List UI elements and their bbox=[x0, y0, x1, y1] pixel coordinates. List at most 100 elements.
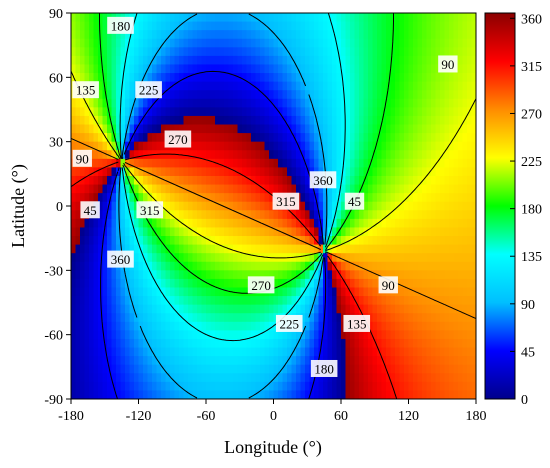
heatmap-cell bbox=[287, 55, 293, 66]
heatmap-cell bbox=[192, 356, 198, 366]
heatmap-cell bbox=[116, 175, 122, 186]
heatmap-cell bbox=[242, 296, 248, 306]
heatmap-cell bbox=[386, 13, 392, 23]
heatmap-cell bbox=[449, 73, 455, 83]
heatmap-cell bbox=[422, 338, 428, 349]
heatmap-cell bbox=[449, 30, 455, 40]
heatmap-cell bbox=[296, 133, 302, 143]
heatmap-cell bbox=[300, 390, 306, 399]
heatmap-cell bbox=[120, 227, 126, 237]
heatmap-cell bbox=[192, 373, 198, 383]
heatmap-cell bbox=[395, 30, 401, 40]
heatmap-cell bbox=[273, 381, 279, 392]
heatmap-cell bbox=[305, 193, 311, 203]
heatmap-cell bbox=[309, 90, 315, 100]
heatmap-cell bbox=[102, 270, 108, 280]
heatmap-cell bbox=[278, 356, 284, 366]
heatmap-cell bbox=[215, 227, 221, 237]
heatmap-cell bbox=[291, 330, 297, 340]
heatmap-cell bbox=[71, 38, 77, 48]
heatmap-cell bbox=[134, 278, 140, 289]
heatmap-cell bbox=[152, 218, 158, 229]
heatmap-cell bbox=[413, 373, 419, 383]
heatmap-cell bbox=[206, 287, 212, 297]
heatmap-cell bbox=[372, 55, 378, 66]
heatmap-cell bbox=[206, 347, 212, 357]
heatmap-cell bbox=[215, 90, 221, 100]
heatmap-cell bbox=[368, 364, 374, 374]
heatmap-cell bbox=[183, 124, 189, 134]
heatmap-cell bbox=[291, 98, 297, 108]
heatmap-cell bbox=[233, 107, 239, 117]
heatmap-cell bbox=[75, 141, 81, 151]
heatmap-cell bbox=[93, 304, 99, 314]
contour-label-text: 315 bbox=[276, 194, 296, 209]
heatmap-cell bbox=[354, 373, 360, 383]
heatmap-cell bbox=[336, 210, 342, 220]
heatmap-cell bbox=[368, 81, 374, 91]
heatmap-cell bbox=[120, 330, 126, 340]
heatmap-cell bbox=[201, 107, 207, 117]
heatmap-cell bbox=[413, 321, 419, 331]
heatmap-cell bbox=[111, 347, 117, 357]
heatmap-cell bbox=[251, 193, 257, 203]
heatmap-cell bbox=[134, 150, 140, 160]
heatmap-cell bbox=[75, 236, 81, 246]
heatmap-cell bbox=[134, 158, 140, 168]
heatmap-cell bbox=[201, 261, 207, 271]
heatmap-cell bbox=[363, 390, 369, 399]
heatmap-cell bbox=[102, 73, 108, 83]
heatmap-cell bbox=[75, 167, 81, 177]
heatmap-cell bbox=[80, 330, 86, 340]
heatmap-cell bbox=[458, 253, 464, 263]
heatmap-cell bbox=[372, 373, 378, 383]
heatmap-cell bbox=[323, 90, 329, 100]
heatmap-cell bbox=[98, 133, 104, 143]
heatmap-cell bbox=[435, 30, 441, 40]
heatmap-cell bbox=[282, 330, 288, 340]
heatmap-cell bbox=[332, 373, 338, 383]
heatmap-cell bbox=[215, 13, 221, 23]
heatmap-cell bbox=[192, 107, 198, 117]
heatmap-cell bbox=[359, 124, 365, 134]
heatmap-cell bbox=[381, 115, 387, 126]
heatmap-cell bbox=[368, 347, 374, 357]
heatmap-cell bbox=[246, 253, 252, 263]
heatmap-cell bbox=[129, 244, 135, 254]
heatmap-cell bbox=[440, 90, 446, 100]
heatmap-cell bbox=[188, 244, 194, 254]
heatmap-cell bbox=[354, 364, 360, 374]
heatmap-cell bbox=[408, 81, 414, 91]
heatmap-cell bbox=[255, 296, 261, 306]
heatmap-cell bbox=[395, 141, 401, 151]
heatmap-cell bbox=[80, 38, 86, 48]
heatmap-cell bbox=[107, 287, 113, 297]
heatmap-cell bbox=[332, 313, 338, 323]
heatmap-cell bbox=[462, 98, 468, 108]
heatmap-cell bbox=[179, 390, 185, 399]
heatmap-cell bbox=[453, 227, 459, 237]
heatmap-cell bbox=[134, 115, 140, 126]
heatmap-cell bbox=[156, 115, 162, 126]
heatmap-cell bbox=[444, 141, 450, 151]
heatmap-cell bbox=[152, 261, 158, 271]
heatmap-cell bbox=[395, 227, 401, 237]
heatmap-cell bbox=[215, 141, 221, 151]
heatmap-cell bbox=[300, 347, 306, 357]
heatmap-cell bbox=[246, 150, 252, 160]
heatmap-cell bbox=[309, 133, 315, 143]
heatmap-cell bbox=[111, 330, 117, 340]
heatmap-cell bbox=[327, 193, 333, 203]
heatmap-cell bbox=[147, 278, 153, 289]
heatmap-cell bbox=[206, 38, 212, 48]
heatmap-cell bbox=[449, 81, 455, 91]
heatmap-cell bbox=[93, 184, 99, 194]
heatmap-cell bbox=[246, 38, 252, 48]
heatmap-cell bbox=[368, 107, 374, 117]
heatmap-cell bbox=[80, 167, 86, 177]
heatmap-cell bbox=[120, 141, 126, 151]
heatmap-cell bbox=[84, 253, 90, 263]
heatmap-cell bbox=[255, 270, 261, 280]
heatmap-cell bbox=[138, 64, 144, 74]
heatmap-cell bbox=[435, 64, 441, 74]
